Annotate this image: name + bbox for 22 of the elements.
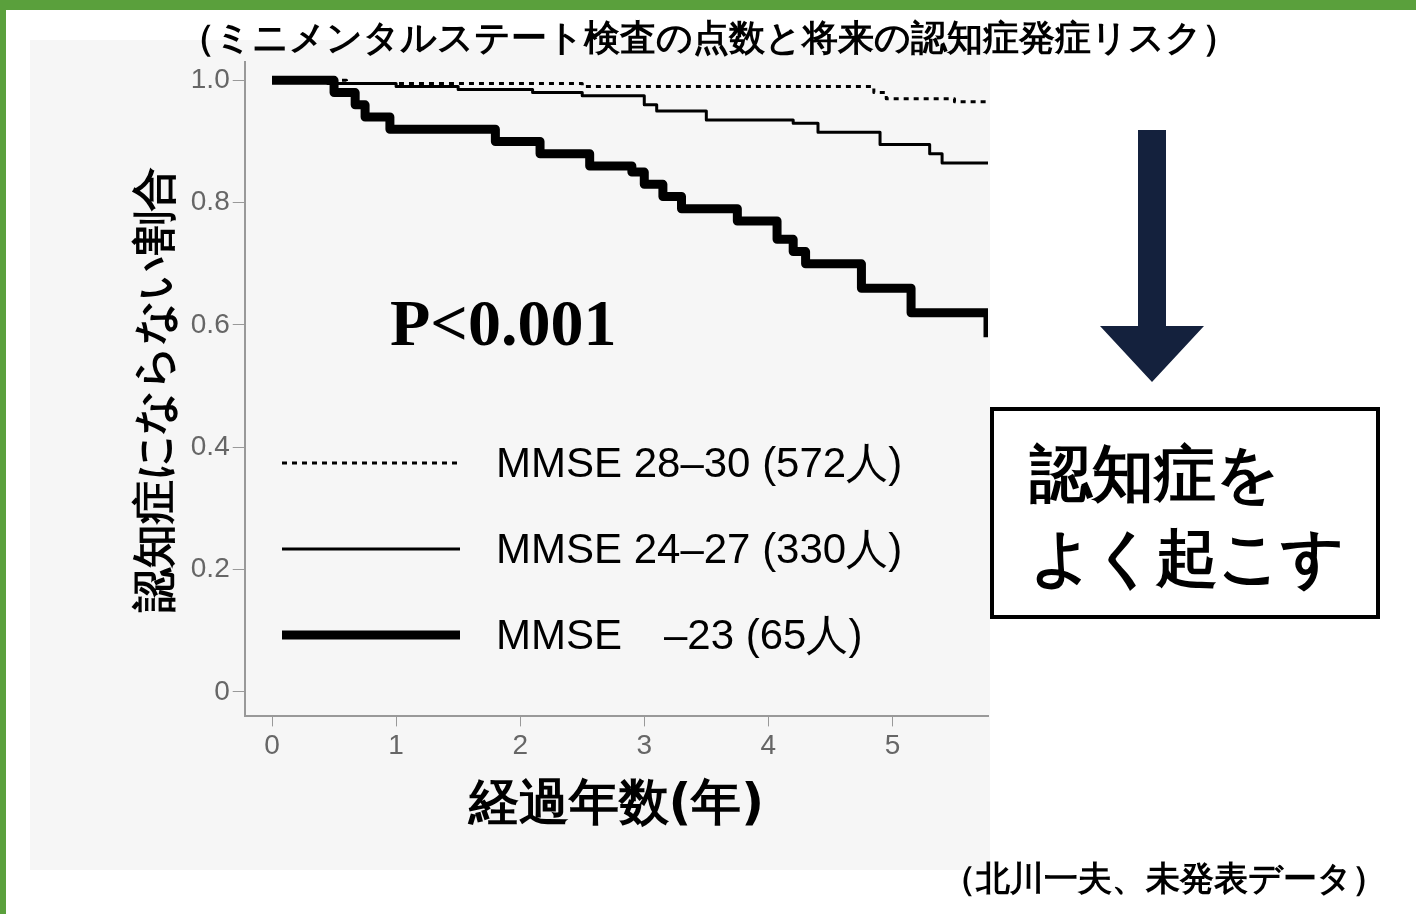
- annotation: P<0.001: [390, 285, 617, 361]
- y-tick-label: 1.0: [190, 63, 230, 95]
- x-tick-label: 3: [636, 728, 653, 760]
- y-tick-label: 0.8: [190, 185, 230, 217]
- x-axis-title: 経過年数(年): [466, 772, 765, 831]
- x-tick-label: 1: [388, 728, 404, 760]
- legend-label: MMSE 24–27 (330人): [496, 524, 903, 574]
- y-tick-label: 0.2: [190, 552, 230, 584]
- text: よく起こす: [1030, 520, 1344, 596]
- x-tick-label: 5: [884, 728, 901, 760]
- x-tick-label: 4: [760, 728, 777, 760]
- y-axis-title: 認知症にならない割合: [127, 166, 179, 613]
- x-tick-label: 2: [512, 728, 528, 760]
- y-tick-label: 0.4: [190, 430, 230, 462]
- y-tick-label: 0: [214, 674, 230, 706]
- text: 認知症を: [1030, 436, 1280, 512]
- legend-label: MMSE 28–30 (572人): [496, 438, 903, 488]
- legend-label: MMSE –23 (65人): [496, 610, 863, 660]
- chart-title: （ミニメンタルステート検査の点数と将来の認知症発症リスク）: [177, 16, 1239, 60]
- y-tick-label: 0.6: [190, 307, 230, 339]
- x-tick-label: 0: [264, 728, 280, 760]
- text: （北川一夫、未発表データ）: [942, 857, 1386, 900]
